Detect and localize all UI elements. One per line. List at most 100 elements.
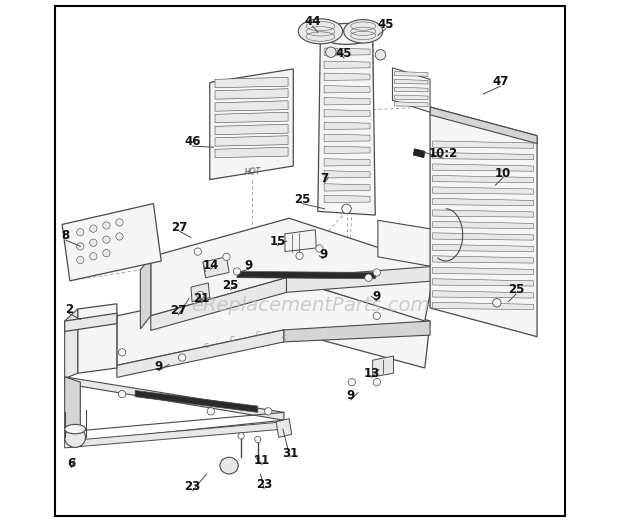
Circle shape [77,229,84,236]
Polygon shape [151,278,286,330]
Text: 25: 25 [223,279,239,292]
Text: 9: 9 [154,360,162,373]
Circle shape [116,219,123,226]
Polygon shape [378,220,435,266]
Polygon shape [215,89,288,99]
Polygon shape [394,79,428,84]
Circle shape [223,253,230,260]
Text: 11: 11 [254,454,270,467]
Circle shape [316,245,323,252]
Text: 45: 45 [378,18,394,31]
Polygon shape [117,330,284,377]
Circle shape [342,204,352,213]
Text: 27: 27 [171,221,188,233]
Polygon shape [286,266,435,292]
Polygon shape [64,313,117,331]
Polygon shape [78,304,117,373]
Polygon shape [64,377,81,446]
Text: 46: 46 [184,136,201,148]
Text: eReplacementParts.com: eReplacementParts.com [191,296,429,315]
Circle shape [77,243,84,250]
Polygon shape [285,230,316,252]
Polygon shape [324,184,370,191]
Polygon shape [433,175,533,183]
Circle shape [103,236,110,243]
Text: 10: 10 [495,167,512,180]
Ellipse shape [64,424,86,434]
Text: 23: 23 [184,480,201,493]
Text: 45: 45 [335,48,352,60]
Text: C: C [281,335,286,341]
Polygon shape [324,195,370,203]
Circle shape [118,390,126,398]
Polygon shape [433,302,533,310]
Polygon shape [324,110,370,117]
Circle shape [77,256,84,264]
Polygon shape [324,122,370,129]
Ellipse shape [319,23,374,44]
Polygon shape [324,73,370,80]
Text: 14: 14 [203,259,219,271]
Text: 44: 44 [304,16,321,28]
Circle shape [238,433,244,439]
Ellipse shape [343,20,383,43]
Polygon shape [135,390,258,412]
Polygon shape [433,256,533,263]
Polygon shape [215,124,288,135]
Circle shape [373,312,381,319]
Circle shape [375,50,386,60]
Polygon shape [215,147,288,158]
Polygon shape [140,257,151,329]
Circle shape [233,268,241,275]
Text: 25: 25 [508,283,525,296]
Polygon shape [203,257,229,278]
Circle shape [365,274,372,281]
Polygon shape [430,107,537,144]
Text: 6: 6 [67,457,75,470]
Text: C: C [229,336,234,342]
Polygon shape [433,291,533,298]
Circle shape [373,378,381,386]
Polygon shape [318,31,375,215]
Ellipse shape [298,19,343,44]
Polygon shape [433,221,533,229]
Circle shape [90,225,97,232]
Polygon shape [433,233,533,240]
Text: 27: 27 [170,304,187,317]
Ellipse shape [220,457,238,474]
Circle shape [493,299,501,307]
Polygon shape [62,204,161,281]
Text: HOT: HOT [244,167,261,177]
Text: 31: 31 [282,447,298,459]
Circle shape [90,253,97,260]
Polygon shape [394,95,428,100]
Text: 13: 13 [363,367,379,379]
Polygon shape [324,146,370,153]
Text: 9: 9 [319,248,327,261]
Polygon shape [215,136,288,146]
Ellipse shape [64,428,86,447]
Polygon shape [324,48,370,55]
Circle shape [197,291,204,299]
Text: 21: 21 [193,292,210,305]
Circle shape [116,233,123,240]
Polygon shape [433,187,533,194]
Circle shape [179,354,186,361]
Text: 8: 8 [61,230,70,242]
Text: 9: 9 [373,290,381,303]
Polygon shape [215,112,288,123]
Circle shape [103,222,110,229]
Circle shape [296,252,303,259]
Text: 7: 7 [321,172,329,185]
Polygon shape [394,72,428,76]
Polygon shape [394,87,428,92]
Polygon shape [64,422,284,448]
Polygon shape [433,152,533,160]
Text: 15: 15 [270,235,286,247]
Text: C: C [203,342,208,349]
Polygon shape [151,218,435,321]
Text: 10:2: 10:2 [428,148,458,160]
Polygon shape [392,68,430,112]
Polygon shape [215,101,288,111]
Polygon shape [117,279,430,368]
